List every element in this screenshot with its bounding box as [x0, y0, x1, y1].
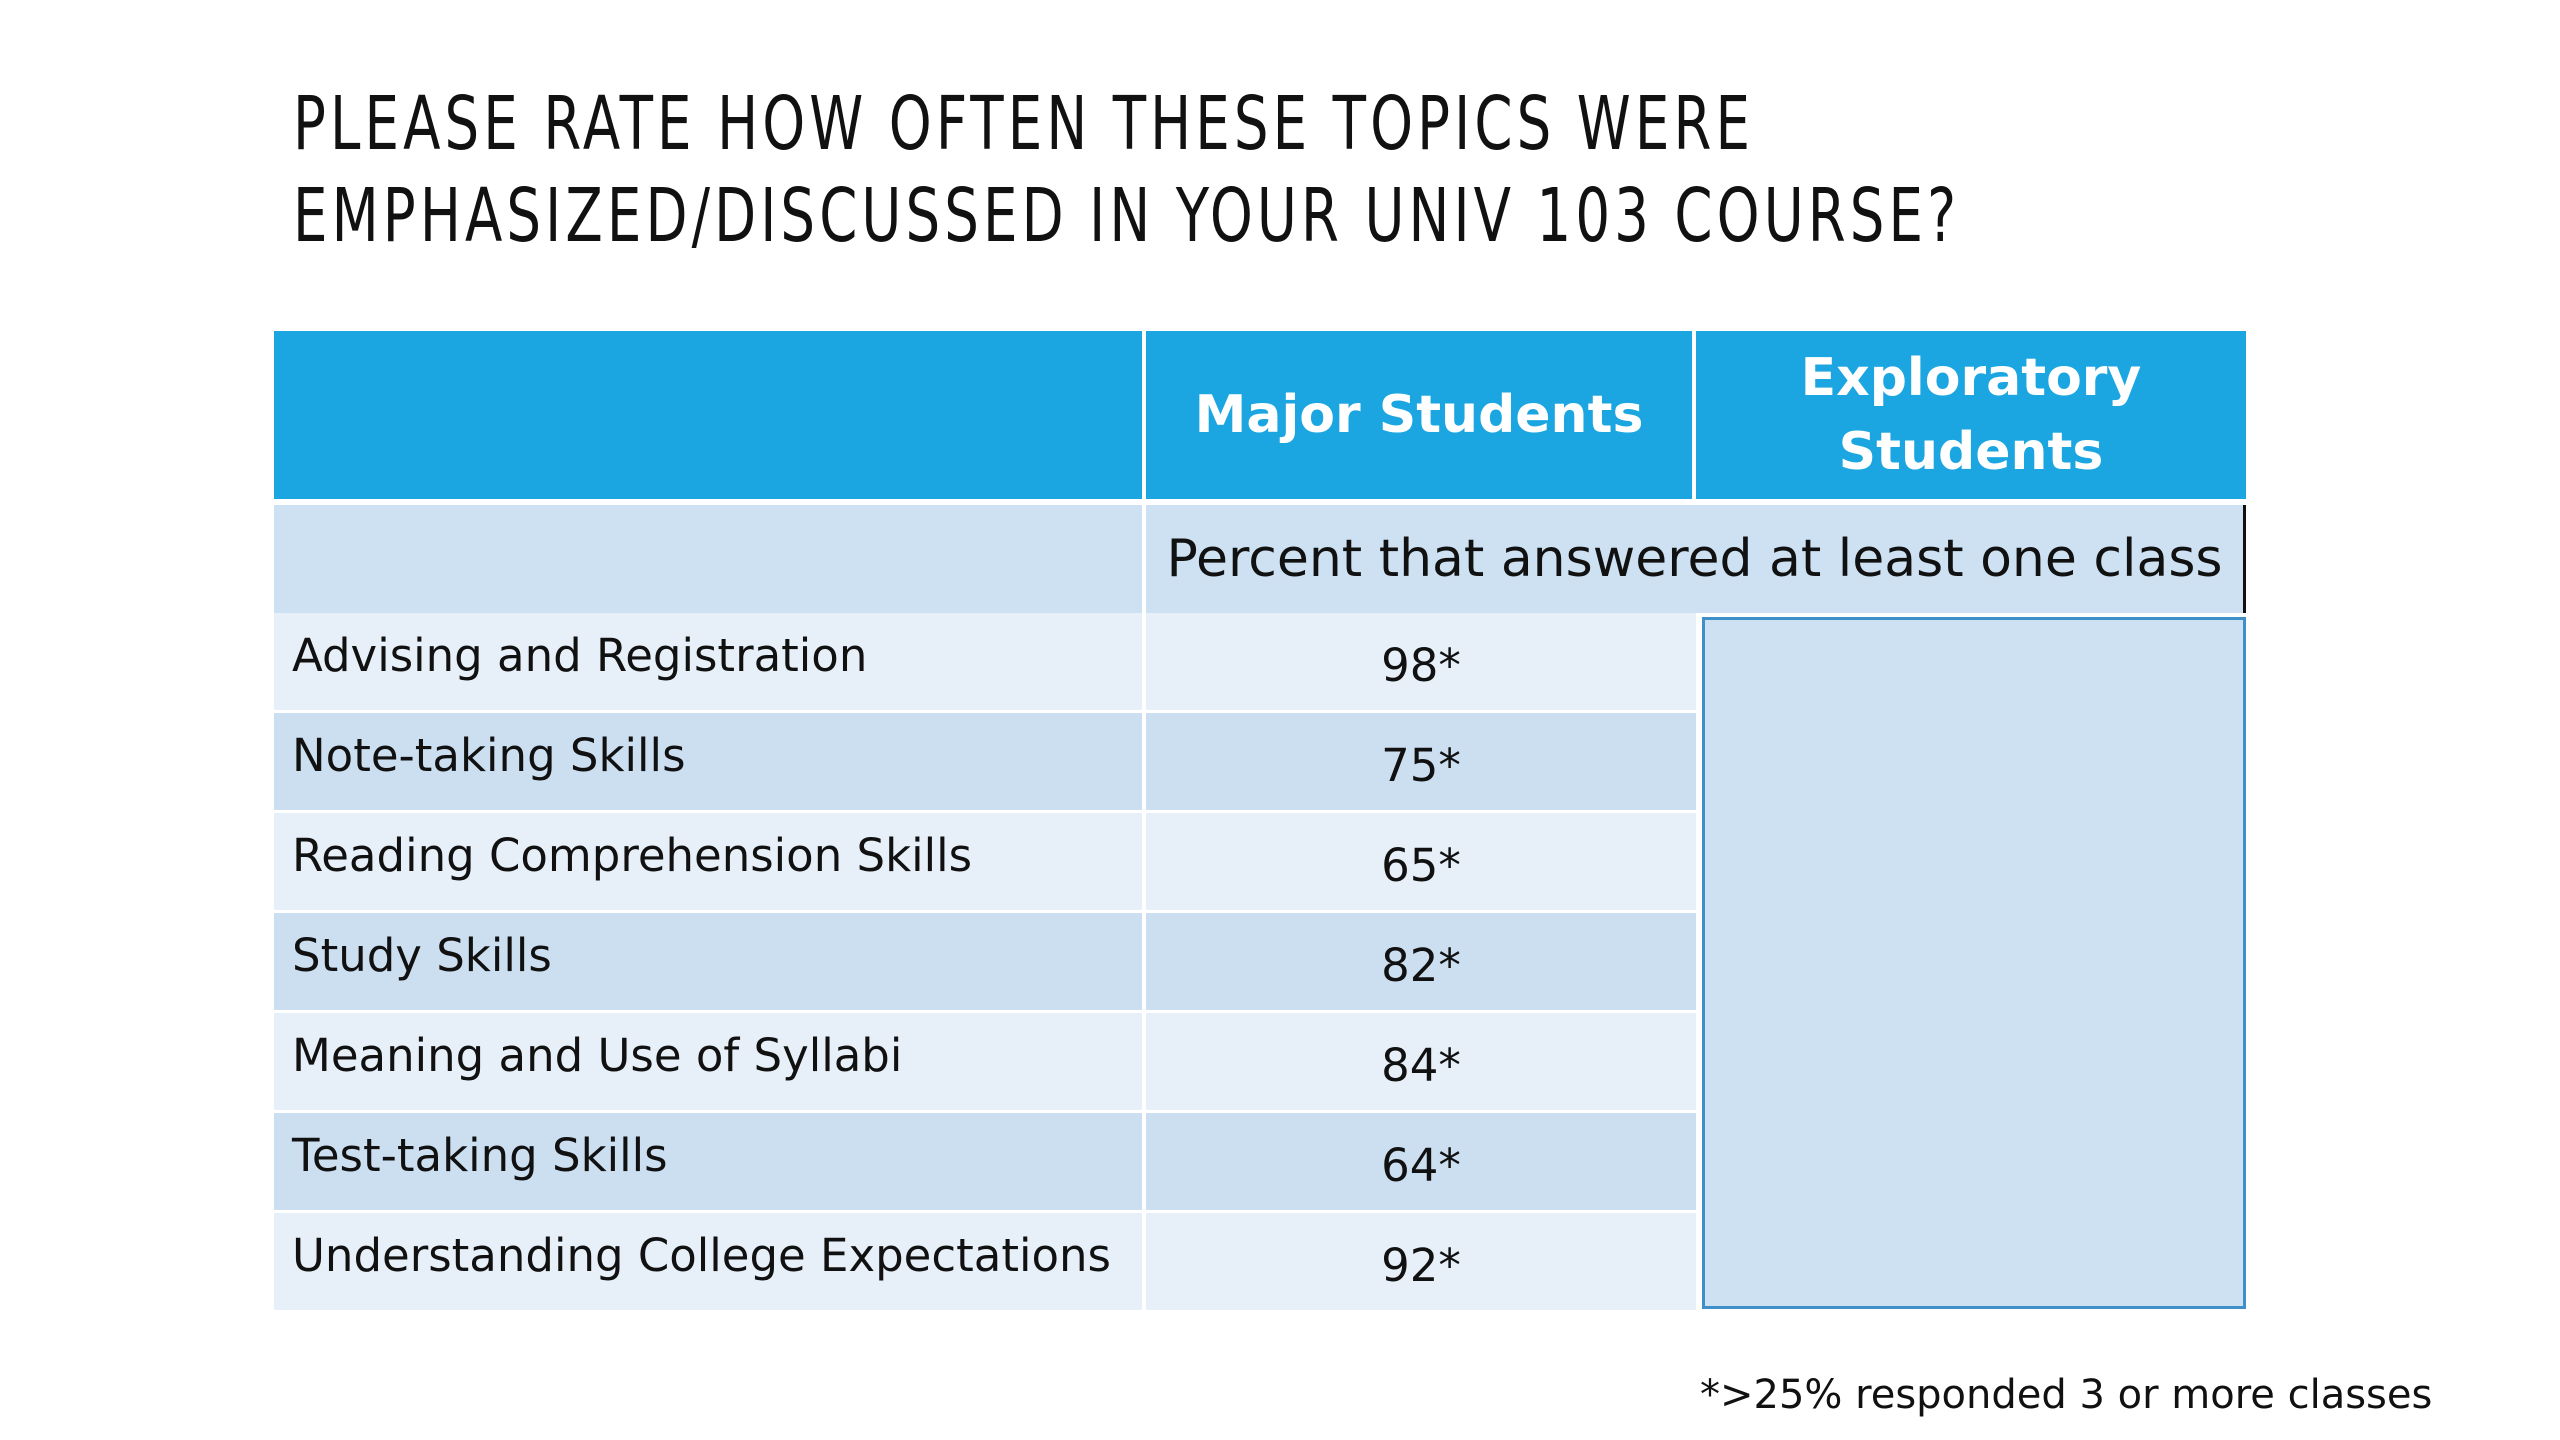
table-header-row: Major Students Exploratory Students — [274, 331, 2246, 499]
header-major-students: Major Students — [1146, 331, 1696, 499]
title-line-2: EMPHASIZED/DISCUSSED IN YOUR UNIV 103 CO… — [293, 173, 1961, 259]
topic-cell: Reading Comprehension Skills — [274, 813, 1146, 913]
major-value-cell: 98* — [1146, 613, 1696, 713]
topic-cell: Meaning and Use of Syllabi — [274, 1013, 1146, 1113]
slide-title: PLEASE RATE HOW OFTEN THESE TOPICS WERE … — [293, 78, 1961, 262]
major-value-cell: 75* — [1146, 713, 1696, 813]
topic-cell: Understanding College Expectations — [274, 1213, 1146, 1313]
major-value-cell: 82* — [1146, 913, 1696, 1013]
subheader-percent-label: Percent that answered at least one class — [1146, 505, 2246, 613]
topic-cell: Advising and Registration — [274, 613, 1146, 713]
header-exploratory-line-1: Exploratory — [1800, 348, 2142, 408]
footnote: *>25% responded 3 or more classes — [1700, 1372, 2433, 1418]
major-value-cell: 92* — [1146, 1213, 1696, 1313]
subheader-empty-cell — [274, 505, 1146, 613]
table-subheader-row: Percent that answered at least one class — [274, 505, 2246, 613]
major-value-cell: 84* — [1146, 1013, 1696, 1113]
major-value-cell: 64* — [1146, 1113, 1696, 1213]
results-table: Major Students Exploratory Students Perc… — [274, 331, 2246, 1313]
header-topic-cell — [274, 331, 1146, 499]
header-exploratory-students: Exploratory Students — [1696, 331, 2246, 499]
topic-cell: Study Skills — [274, 913, 1146, 1013]
header-exploratory-line-2: Students — [1838, 422, 2104, 482]
topic-cell: Note-taking Skills — [274, 713, 1146, 813]
major-value-cell: 65* — [1146, 813, 1696, 913]
table-body: Advising and Registration 98* Note-takin… — [274, 613, 2246, 1313]
title-line-1: PLEASE RATE HOW OFTEN THESE TOPICS WERE — [293, 81, 1755, 167]
exploratory-blank-box — [1702, 617, 2246, 1309]
topic-cell: Test-taking Skills — [274, 1113, 1146, 1213]
